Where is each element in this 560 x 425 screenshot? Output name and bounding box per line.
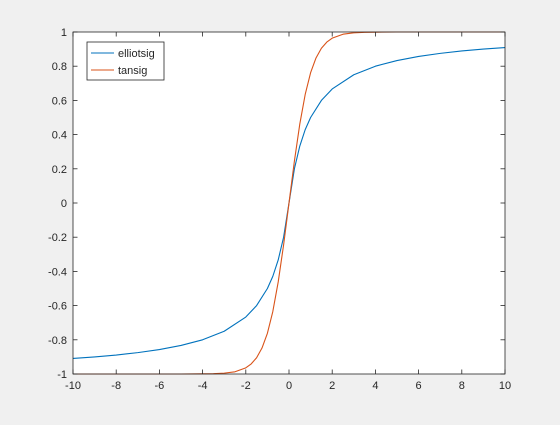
legend-label-tansig: tansig: [118, 65, 147, 77]
y-tick-label: 0.2: [52, 164, 67, 176]
y-tick-label: 0.4: [52, 130, 67, 142]
series-layer: [72, 31, 506, 375]
y-tick-label: 0.8: [52, 61, 67, 73]
legend-box: [86, 41, 165, 81]
x-tick-label: 4: [372, 380, 378, 392]
x-tick-label: -6: [155, 380, 165, 392]
x-tick-label: 2: [329, 380, 335, 392]
series-line-tansig: [73, 31, 505, 375]
y-tick-label: -1: [57, 369, 67, 381]
x-tick-label: -8: [111, 380, 121, 392]
y-tick-label: -0.6: [48, 301, 67, 313]
y-tick-label: -0.2: [48, 232, 67, 244]
legend[interactable]: elliotsig tansig: [86, 41, 165, 81]
x-tick-label: 6: [416, 380, 422, 392]
y-tick-label: -0.4: [48, 266, 67, 278]
y-tick-label: 1: [61, 27, 67, 39]
x-tick-label: 10: [499, 380, 511, 392]
x-tick-label: -2: [241, 380, 251, 392]
x-tick-label: -4: [198, 380, 208, 392]
axes-layer: -10 -8 -6 -4 -2 0 2 4 6 8 10 -1 -0.8 -0.6 -0.4 -0.2 0 0.2…: [48, 27, 511, 392]
legend-label-elliotsig: elliotsig: [118, 48, 155, 60]
x-tick-label: 0: [286, 380, 292, 392]
x-tick-label: -10: [65, 380, 81, 392]
x-tick-label: 8: [459, 380, 465, 392]
y-tick-label: 0.6: [52, 95, 67, 107]
y-tick-label: 0: [61, 198, 67, 210]
y-tick-label: -0.8: [48, 335, 67, 347]
